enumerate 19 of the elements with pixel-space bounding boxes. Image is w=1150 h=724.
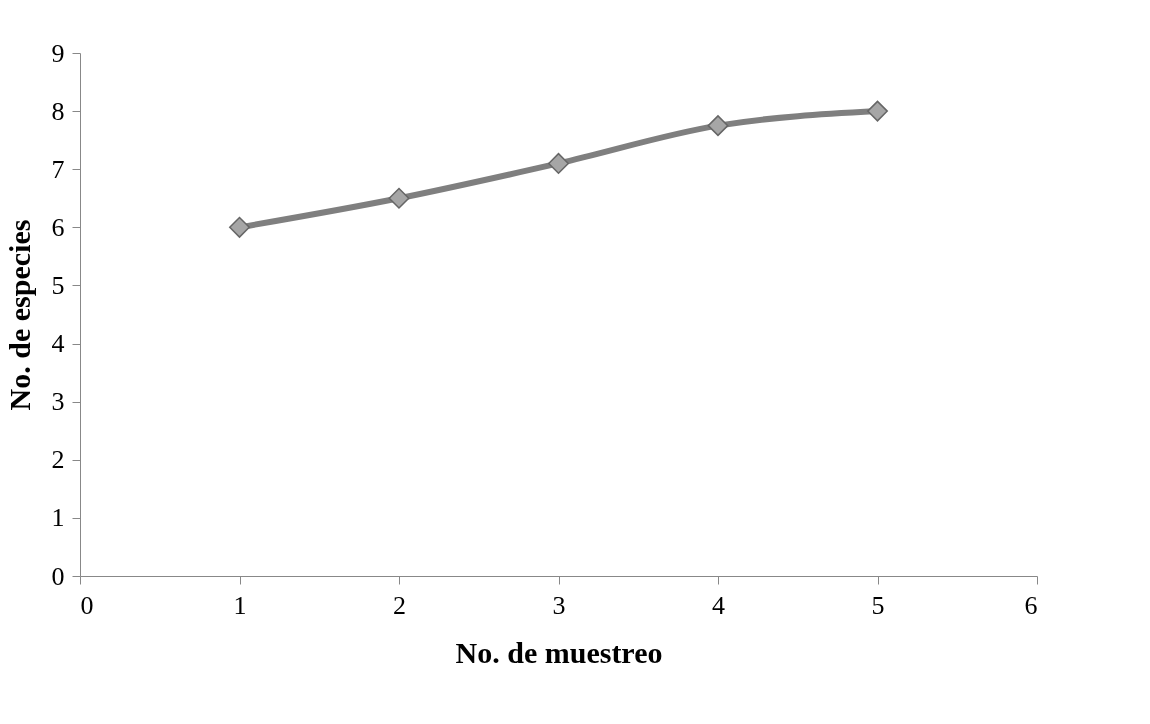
y-tick-label: 9	[51, 38, 65, 68]
y-tick-label: 5	[51, 270, 65, 300]
x-tick-label: 5	[871, 590, 885, 620]
x-tick-label: 4	[712, 590, 725, 620]
x-tick-label: 0	[80, 590, 94, 620]
y-tick-label: 1	[51, 503, 65, 533]
y-tick-label: 7	[51, 154, 65, 184]
y-tick-label: 0	[51, 561, 65, 591]
x-tick-label: 6	[1024, 590, 1038, 620]
y-tick-label: 8	[51, 96, 65, 126]
x-tick-label: 2	[393, 590, 406, 620]
x-tick-label: 3	[552, 590, 566, 620]
y-axis-title: No. de especies	[2, 219, 36, 411]
y-tick-label: 3	[51, 387, 65, 417]
x-axis-title: No. de muestreo	[455, 635, 663, 669]
x-tick-label: 1	[233, 590, 247, 620]
y-tick-label: 4	[51, 329, 65, 359]
y-tick-label: 2	[51, 445, 65, 475]
y-tick-label: 6	[51, 212, 65, 242]
